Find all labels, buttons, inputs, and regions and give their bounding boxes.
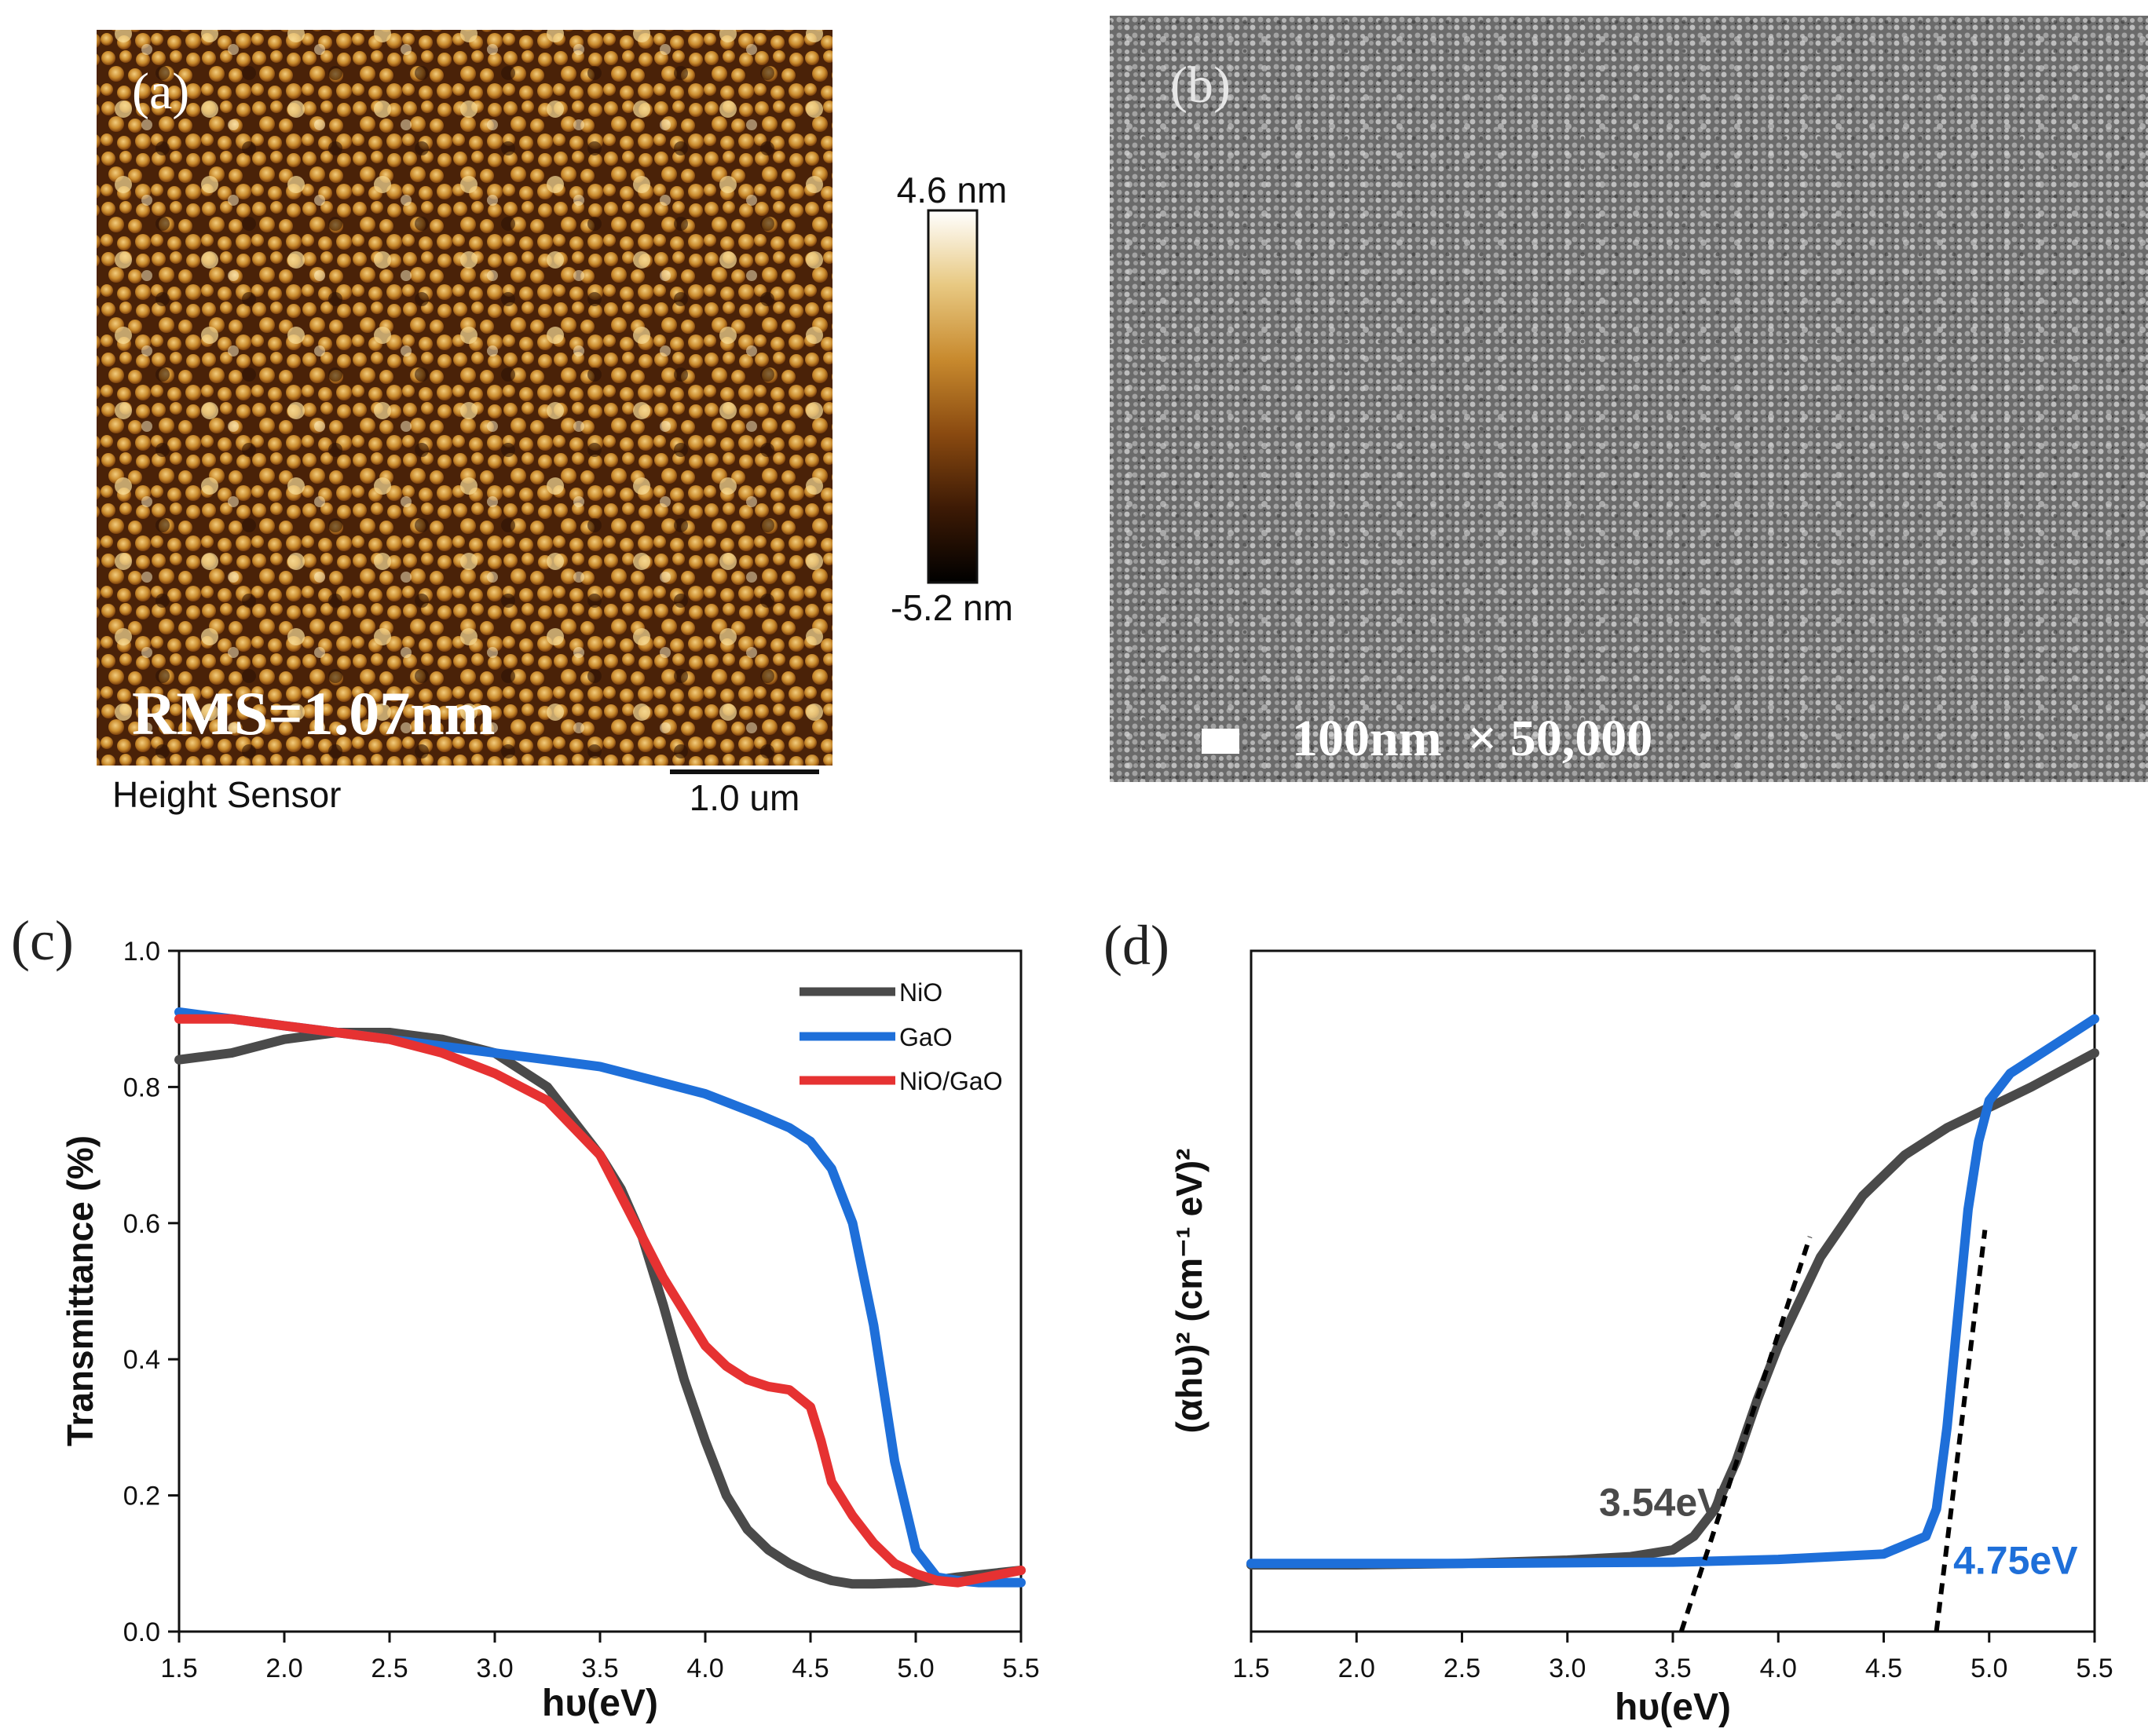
chart-d-fit-lines [1678,1230,1988,1632]
panel-a-letter: (a) [132,63,189,120]
x-tick-label: 3.0 [476,1654,513,1683]
x-tick-label: 3.5 [1654,1654,1691,1683]
x-tick-label: 3.0 [1549,1654,1586,1683]
x-tick-label: 2.5 [371,1654,408,1683]
chart-c-ticks: 1.5 2.0 2.5 3.0 3.5 4.0 4.5 5.0 5.5 0.0 0.2 0.4 0.6 0… [123,937,1040,1683]
colorbar-max-label: 4.6 nm [897,170,1008,210]
scale-bar-label: 1.0 um [690,777,800,818]
panel-b-letter: (b) [1170,57,1231,114]
sem-image-texture [1110,16,2148,782]
series-line-nio [174,1028,1026,1589]
x-tick-label: 5.5 [1002,1654,1039,1683]
afm-image-texture [97,30,832,766]
x-tick-label: 4.5 [792,1654,829,1683]
x-tick-label: 3.5 [581,1654,618,1683]
y-tick-label: 0.4 [123,1345,160,1375]
panel-c-letter: (c) [11,909,74,972]
chart-c: (c) 1.5 2.0 2.5 3.0 3.5 4.0 4.5 5.0 5.5 0.0 0.2 0.4… [11,909,1040,1724]
chart-c-legend: NiO GaO NiO/GaO [800,978,1003,1095]
sem-scale-bar [1202,729,1239,754]
chart-d-ticks: 1.5 2.0 2.5 3.0 3.5 4.0 4.5 5.0 5.5 [1232,1632,2113,1683]
x-tick-label: 1.5 [160,1654,197,1683]
bandgap-label-nio: 3.54eV [1599,1481,1724,1525]
rms-label: RMS=1.07nm [132,679,496,747]
tangent-fit-line-1 [1934,1230,1988,1632]
x-tick-label: 4.5 [1865,1654,1902,1683]
colorbar-min-label: -5.2 nm [891,587,1013,628]
x-tick-label: 5.0 [897,1654,934,1683]
series-line-gao [174,1007,1026,1588]
x-tick-label: 2.5 [1444,1654,1480,1683]
chart-c-xlabel: hυ(eV) [542,1683,658,1724]
x-tick-label: 2.0 [265,1654,302,1683]
series-line-gao [1246,1014,2099,1569]
panel-d-letter: (d) [1103,914,1169,977]
y-tick-label: 0.0 [123,1617,160,1647]
y-tick-label: 0.8 [123,1073,160,1102]
series-line-nio-gao [174,1014,1026,1588]
chart-c-series [174,1007,1026,1589]
x-tick-label: 5.5 [2076,1654,2113,1683]
height-sensor-label: Height Sensor [112,774,342,815]
sem-scale-label: 100nm × 50,000 [1292,710,1652,767]
y-tick-label: 0.6 [123,1209,160,1239]
panel-b: (b) 100nm × 50,000 [1110,16,2148,782]
chart-d-ylabel: (αhυ)² (cm⁻¹ eV)² [1169,1149,1209,1434]
legend-label-nio: NiO [899,978,942,1007]
bandgap-label-gao: 4.75eV [1953,1538,2078,1582]
x-tick-label: 5.0 [1971,1654,2007,1683]
colorbar [927,209,979,584]
x-tick-label: 2.0 [1338,1654,1375,1683]
legend-label-nio-gao: NiO/GaO [899,1067,1003,1095]
chart-d-frame [1250,949,2096,1633]
chart-d: (d) 1.5 2.0 2.5 3.0 3.5 4.0 4.5 5.0 5.5 3.54eV 4… [1103,914,2113,1728]
tangent-fit-line-0 [1678,1236,1813,1632]
y-tick-label: 0.2 [123,1482,160,1511]
x-tick-label: 4.0 [1760,1654,1797,1683]
x-tick-label: 1.5 [1232,1654,1269,1683]
chart-c-frame [177,949,1023,1633]
chart-c-ylabel: Transmittance (%) [60,1135,101,1446]
chart-d-xlabel: hυ(eV) [1615,1687,1731,1728]
y-tick-label: 1.0 [123,937,160,967]
legend-label-gao: GaO [899,1023,953,1051]
x-tick-label: 4.0 [686,1654,723,1683]
panel-a: (a) RMS=1.07nm 4.6 nm -5.2 nm Height Sen… [97,30,1013,818]
